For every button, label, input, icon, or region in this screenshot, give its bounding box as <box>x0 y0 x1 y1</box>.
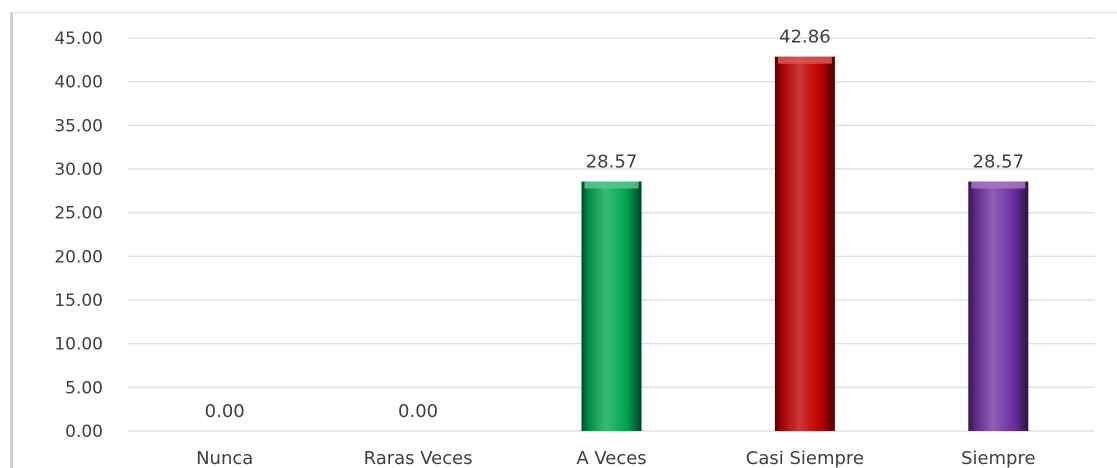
bars <box>581 56 1029 432</box>
data-label: 28.57 <box>586 151 638 172</box>
bar-cap <box>584 181 639 189</box>
y-tick-label: 10.00 <box>54 335 103 355</box>
bar-cap <box>971 181 1026 189</box>
category-label: A Veces <box>576 448 646 468</box>
bar-a-veces <box>581 181 642 431</box>
y-tick-label: 30.00 <box>54 160 103 180</box>
bar-casi-siempre <box>774 56 835 432</box>
data-label: 42.86 <box>779 27 831 48</box>
data-label: 0.00 <box>398 401 438 422</box>
y-tick-label: 20.00 <box>54 247 103 267</box>
y-tick-label: 40.00 <box>54 73 103 93</box>
x-axis-category-labels: Nunca Raras Veces A Veces Casi Siempre Siemp… <box>196 448 1035 468</box>
category-label: Siempre <box>961 448 1036 468</box>
y-tick-label: 25.00 <box>54 204 103 224</box>
y-tick-label: 15.00 <box>54 291 103 311</box>
category-label: Casi Siempre <box>746 448 864 468</box>
y-tick-label: 45.00 <box>54 29 103 49</box>
chart-frame <box>10 12 1117 468</box>
y-tick-label: 35.00 <box>54 116 103 136</box>
y-tick-label: 0.00 <box>65 422 103 442</box>
category-label: Raras Veces <box>364 448 473 468</box>
data-label: 0.00 <box>205 401 245 422</box>
data-label: 28.57 <box>973 151 1025 172</box>
bar-cap <box>777 56 832 64</box>
bar-siempre <box>968 181 1029 431</box>
data-labels: 0.00 0.00 28.57 42.86 28.57 <box>205 27 1024 422</box>
y-axis-tick-labels: 0.00 5.00 10.00 15.00 20.00 25.00 30.00 35.00 40… <box>54 29 103 442</box>
category-label: Nunca <box>196 448 253 468</box>
y-tick-label: 5.00 <box>65 378 103 398</box>
